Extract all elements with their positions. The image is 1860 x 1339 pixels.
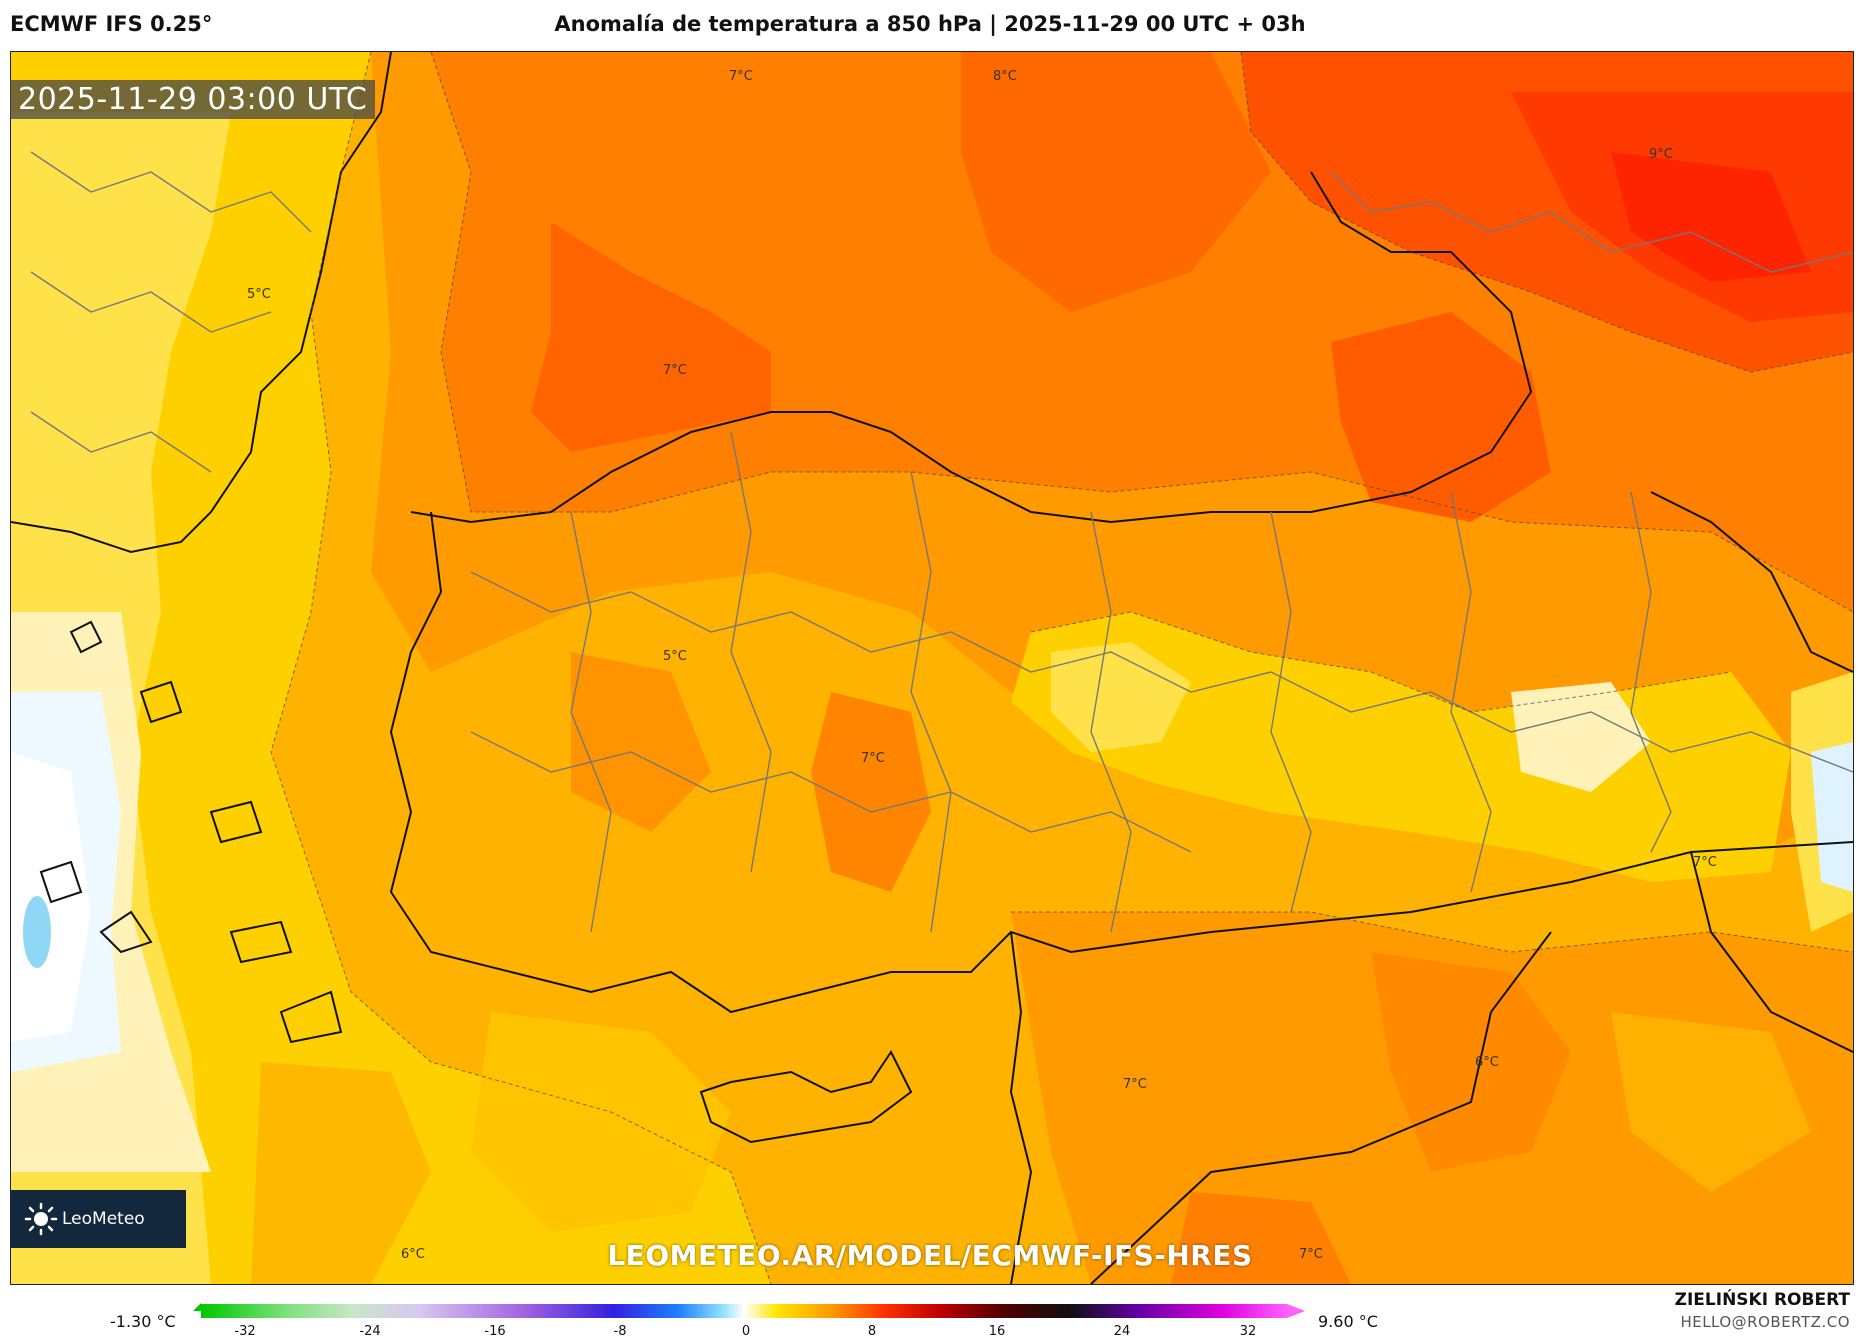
colorbar-tick: -8 bbox=[613, 1324, 627, 1339]
isoline-label: 5°C bbox=[663, 649, 687, 664]
colorbar-tick: 24 bbox=[1113, 1324, 1131, 1339]
model-label: ECMWF IFS 0.25° bbox=[10, 12, 213, 36]
colorbar-tick: -24 bbox=[359, 1324, 381, 1339]
colorbar-tick: 16 bbox=[988, 1324, 1006, 1339]
sun-icon bbox=[24, 1202, 58, 1236]
author-name: ZIELIŃSKI ROBERT bbox=[1674, 1290, 1850, 1310]
isoline-label: 7°C bbox=[1123, 1077, 1147, 1092]
isoline-label: 5°C bbox=[247, 287, 271, 302]
isoline-label: 6°C bbox=[401, 1247, 425, 1262]
colorbar-tick: 0 bbox=[741, 1324, 751, 1339]
logo-text: LeoMeteo bbox=[62, 1209, 145, 1229]
colorbar-min-label: -1.30 °C bbox=[110, 1312, 176, 1331]
valid-time-badge: 2025-11-29 03:00 UTC bbox=[10, 80, 376, 119]
author-email: HELLO@ROBERTZ.CO bbox=[1680, 1313, 1850, 1331]
colorbar bbox=[193, 1303, 1305, 1318]
isoline-label: 7°C bbox=[861, 751, 885, 766]
isoline-label: 7°C bbox=[729, 69, 753, 84]
isoline-label: 6°C bbox=[1475, 1055, 1499, 1070]
isoline-label: 7°C bbox=[1299, 1247, 1323, 1262]
isoline-label: 7°C bbox=[1693, 855, 1717, 870]
map-title: Anomalía de temperatura a 850 hPa | 2025… bbox=[554, 12, 1306, 36]
source-url: LEOMETEO.AR/MODEL/ECMWF-IFS-HRES bbox=[607, 1239, 1253, 1272]
colorbar-tick: -16 bbox=[484, 1324, 506, 1339]
isoline-label: 9°C bbox=[1649, 147, 1673, 162]
colorbar-tick: 32 bbox=[1239, 1324, 1257, 1339]
colorbar-max-label: 9.60 °C bbox=[1318, 1312, 1378, 1331]
isoline-label: 7°C bbox=[663, 363, 687, 378]
forecast-map: 7°C 8°C 9°C 5°C 7°C 5°C 7°C 7°C 6°C 7°C … bbox=[10, 51, 1854, 1285]
colorbar-tick: -32 bbox=[234, 1324, 256, 1339]
colorbar-tick: 8 bbox=[867, 1324, 877, 1339]
isoline-label: 8°C bbox=[993, 69, 1017, 84]
anomaly-field: 7°C 8°C 9°C 5°C 7°C 5°C 7°C 7°C 6°C 7°C … bbox=[11, 52, 1853, 1284]
leometeo-logo: LeoMeteo bbox=[10, 1190, 186, 1248]
